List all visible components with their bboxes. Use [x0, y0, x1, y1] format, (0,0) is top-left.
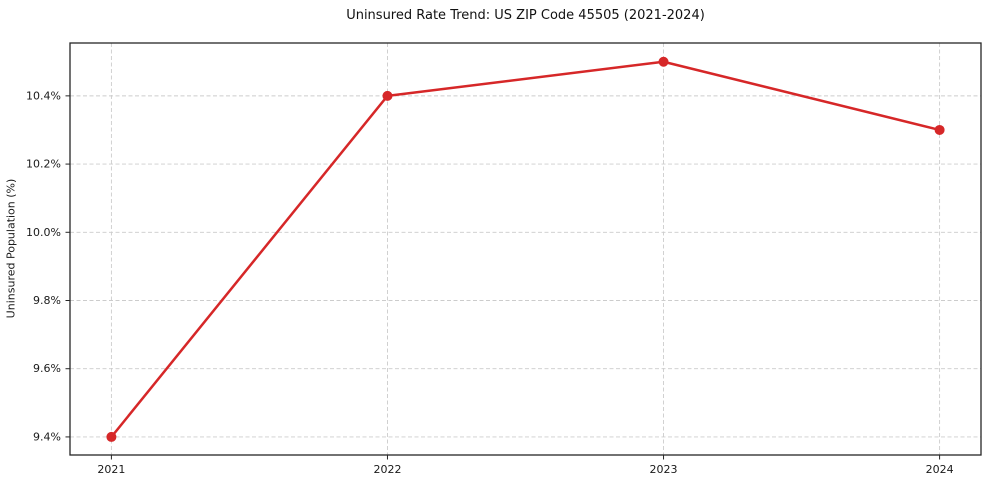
data-point-marker	[382, 90, 393, 101]
x-tick-label: 2024	[926, 463, 954, 476]
axes-frame	[69, 42, 982, 456]
y-tick-label: 9.6%	[33, 362, 61, 375]
y-tick-label: 10.4%	[26, 89, 61, 102]
trend-line	[110, 60, 941, 439]
data-point-marker	[934, 124, 945, 135]
y-tick-label: 10.2%	[26, 158, 61, 171]
y-tick-label: 9.4%	[33, 430, 61, 443]
x-tick-label: 2021	[97, 463, 125, 476]
x-tick-label: 2023	[650, 463, 678, 476]
y-tick-label: 10.0%	[26, 226, 61, 239]
data-point-marker	[106, 431, 117, 442]
x-tick-label: 2022	[373, 463, 401, 476]
y-tick-label: 9.8%	[33, 294, 61, 307]
data-point-marker	[658, 56, 669, 67]
chart-title: Uninsured Rate Trend: US ZIP Code 45505 …	[346, 8, 705, 23]
